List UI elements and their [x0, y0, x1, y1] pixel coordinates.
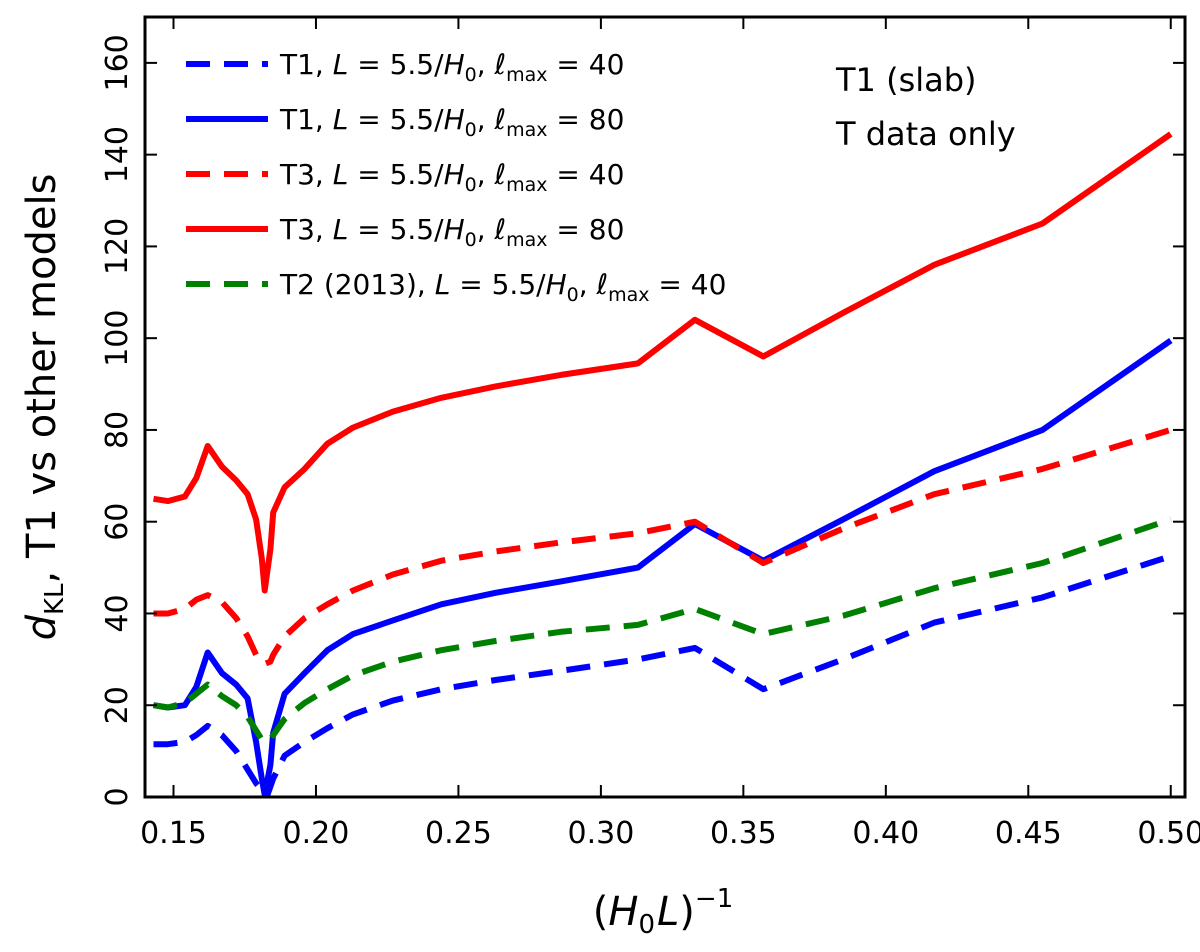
y-tick-label: 20	[100, 686, 135, 724]
y-tick-label: 140	[100, 126, 135, 183]
tick-layer: 0.15 0.20 0.25 0.30 0.35 0.40 0.45 0.50 0 20 40 60 8…	[100, 17, 1200, 851]
x-axis-title: (H0L)−1	[593, 884, 733, 940]
legend-item-3: T3, L = 5.5/H0, ℓmax = 40	[186, 158, 624, 196]
legend-label: T1, L = 5.5/H0, ℓmax = 40	[279, 48, 624, 86]
plot-frame	[143, 15, 1187, 799]
legend-item-1: T1, L = 5.5/H0, ℓmax = 40	[186, 48, 624, 86]
legend-item-2: T1, L = 5.5/H0, ℓmax = 80	[186, 103, 624, 141]
legend-label: T1, L = 5.5/H0, ℓmax = 80	[279, 103, 624, 141]
y-tick-label: 60	[100, 503, 135, 541]
series-line-2	[153, 338, 1173, 797]
legend-item-5: T2 (2013), L = 5.5/H0, ℓmax = 40	[186, 268, 726, 306]
legend-label: T3, L = 5.5/H0, ℓmax = 80	[279, 213, 624, 251]
legend-label: T2 (2013), L = 5.5/H0, ℓmax = 40	[279, 268, 726, 306]
legend-item-4: T3, L = 5.5/H0, ℓmax = 80	[186, 213, 624, 251]
x-tick-label: 0.40	[852, 816, 919, 851]
legend-label: T3, L = 5.5/H0, ℓmax = 40	[279, 158, 624, 196]
y-axis-title: dKL, T1 vs other models	[19, 174, 70, 641]
x-tick-label: 0.35	[710, 816, 777, 851]
x-tick-label: 0.30	[567, 816, 634, 851]
y-tick-label: 100	[100, 310, 135, 367]
series-line-1	[153, 553, 1172, 797]
x-tick-label: 0.20	[283, 816, 350, 851]
x-tick-label: 0.25	[425, 816, 492, 851]
legend: T1, L = 5.5/H0, ℓmax = 40 T1, L = 5.5/H0,…	[186, 48, 726, 306]
x-tick-label: 0.15	[140, 816, 207, 851]
series-line-4	[153, 131, 1173, 594]
y-tick-label: 40	[100, 594, 135, 632]
annotation-model: T1 (slab)	[835, 61, 977, 99]
x-tick-label: 0.50	[1137, 816, 1200, 851]
series-layer	[153, 131, 1173, 797]
y-tick-label: 120	[100, 218, 135, 275]
annotation-data: T data only	[835, 115, 1016, 153]
y-tick-label: 0	[100, 787, 135, 806]
series-line-3	[153, 427, 1172, 667]
x-tick-label: 0.45	[995, 816, 1062, 851]
y-tick-label: 160	[100, 34, 135, 91]
y-tick-label: 80	[100, 411, 135, 449]
